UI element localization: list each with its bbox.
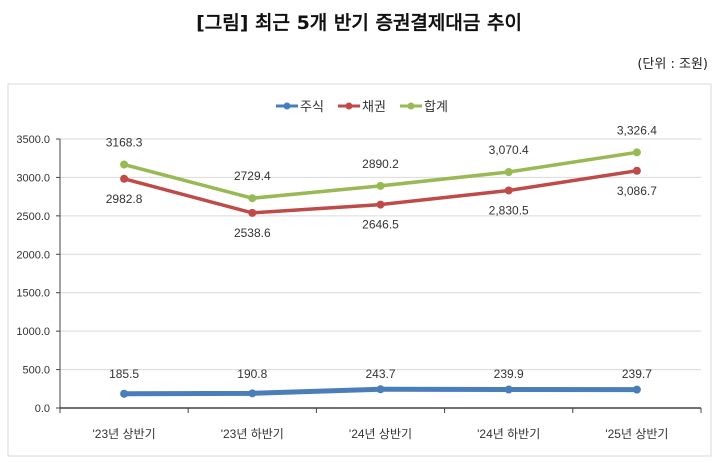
data-point: [632, 385, 641, 394]
data-label: 3,086.7: [617, 184, 657, 198]
y-tick-label: 500.0: [22, 365, 50, 377]
x-tick-label: '24년 하반기: [477, 427, 540, 441]
data-point: [504, 186, 513, 195]
data-label: 239.9: [494, 367, 524, 381]
data-point: [376, 200, 385, 209]
data-label: 2538.6: [234, 226, 271, 240]
legend-marker: [407, 102, 415, 110]
data-label: 2982.8: [106, 192, 143, 206]
y-tick-label: 3500.0: [16, 134, 50, 146]
data-point: [120, 174, 129, 183]
data-label: 2,830.5: [489, 203, 529, 217]
y-tick-label: 3000.0: [16, 172, 50, 184]
x-tick-label: '23년 하반기: [221, 427, 284, 441]
data-point: [376, 385, 385, 394]
data-point: [248, 194, 257, 203]
chart-title: [그림] 최근 5개 반기 증권결제대금 추이: [196, 12, 522, 34]
data-point: [120, 160, 129, 169]
data-label: 243.7: [365, 367, 395, 381]
data-label: 2729.4: [234, 169, 271, 183]
data-point: [120, 389, 129, 398]
data-point: [504, 168, 513, 177]
unit-label: (단위 : 조원): [637, 57, 708, 72]
data-point: [632, 166, 641, 175]
legend-label: 채권: [362, 99, 386, 114]
data-label: 3,070.4: [489, 143, 529, 157]
legend-marker: [283, 102, 291, 110]
x-tick-label: '24년 상반기: [349, 427, 412, 441]
y-tick-label: 0.0: [35, 403, 50, 415]
data-label: 2890.2: [362, 157, 399, 171]
y-tick-label: 2000.0: [16, 249, 50, 261]
data-label: 3168.3: [106, 135, 143, 149]
data-label: 3,326.4: [617, 123, 657, 137]
data-label: 185.5: [109, 367, 139, 381]
data-point: [376, 181, 385, 190]
data-point: [632, 148, 641, 157]
legend-label: 합계: [424, 99, 448, 114]
x-tick-label: '23년 상반기: [93, 427, 156, 441]
data-label: 190.8: [237, 367, 267, 381]
y-tick-label: 1000.0: [16, 326, 50, 338]
data-point: [248, 389, 257, 398]
x-tick-label: '25년 상반기: [605, 427, 668, 441]
data-label: 2646.5: [362, 218, 399, 232]
y-tick-label: 2500.0: [16, 211, 50, 223]
legend-label: 주식: [300, 99, 324, 114]
data-point: [504, 385, 513, 394]
data-label: 239.7: [622, 367, 652, 381]
y-tick-label: 1500.0: [16, 288, 50, 300]
legend-marker: [345, 102, 353, 110]
data-point: [248, 208, 257, 217]
